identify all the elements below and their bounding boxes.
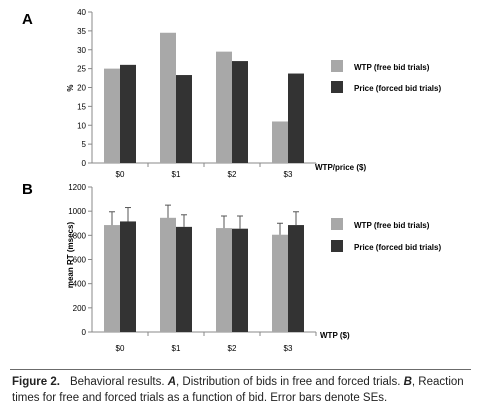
panel-a-bar-free (216, 51, 232, 164)
panel-a-legend-swatch-free (331, 60, 343, 72)
caption-part-5: , Reaction times for free and forced tri… (12, 376, 464, 404)
panel-b-bar-free (160, 217, 176, 332)
panel-a-y-tick-label: 40 (77, 8, 86, 17)
panel-a-bar-forced (288, 73, 304, 163)
panel-b-bar-forced (176, 226, 192, 332)
caption-part-3: , Distribution of bids in free and force… (176, 376, 404, 388)
panel-a-ticks: 0 5 10 15 20 25 30 35 40 $0 $1 $2 $3 (77, 8, 317, 179)
panel-b-ticks: 0 200 400 600 800 1000 1200 $0 $1 $2 $3 (68, 183, 317, 353)
panel-b-y-tick-label: 400 (73, 280, 87, 289)
panel-a-bar-free (160, 32, 176, 164)
panel-b-bar-free (272, 234, 288, 332)
panel-a-bar-forced (176, 75, 192, 163)
panel-b-y-axis-label: mean RT (msecs) (66, 222, 75, 289)
caption-part-panel-b: B (403, 376, 412, 388)
panel-b-bar-free (216, 228, 232, 332)
panel-a-bar-forced (120, 64, 136, 163)
panel-b-legend-swatch-forced (331, 240, 343, 252)
panel-a-y-tick-label: 30 (77, 46, 86, 55)
caption-text: Behavioral results. A, Distribution of b… (12, 376, 464, 404)
panel-a-x-tick-label: $3 (284, 170, 293, 179)
panel-a-y-tick-label: 15 (77, 102, 86, 111)
panel-b-bar-forced (288, 225, 304, 332)
panel-a-y-tick-label: 20 (77, 84, 86, 93)
caption-part-1: Behavioral results. (69, 376, 168, 388)
panel-b-y-tick-label: 1000 (68, 207, 86, 216)
panel-b-letter: B (22, 181, 33, 198)
panel-a-legend-swatch-forced (331, 81, 343, 93)
panel-a-bar-free (104, 68, 120, 163)
panel-b-y-tick-label: 800 (73, 231, 87, 240)
panel-a-x-tick-label: $0 (116, 170, 125, 179)
panel-a-y-tick-label: 0 (82, 159, 87, 168)
panel-a-y-tick-label: 10 (77, 121, 86, 130)
panel-b-bar-forced (120, 221, 136, 332)
panel-b-x-axis-label: WTP ($) (320, 331, 350, 340)
panel-b-bar-forced (232, 228, 248, 332)
figure-caption: Figure 2. Behavioral results. A, Distribu… (12, 374, 474, 406)
panel-a-x-axis-label: WTP/price ($) (315, 163, 366, 172)
panel-b-legend-swatch-free (331, 218, 343, 230)
panel-a-y-tick-label: 35 (77, 27, 86, 36)
panel-a-chart: A 0 5 10 15 20 25 30 35 40 $0 $1 $2 $3 % WTP/price (… (22, 8, 441, 179)
panel-b-x-tick-label: $3 (284, 344, 293, 353)
panel-b-x-tick-label: $2 (228, 344, 237, 353)
panel-b-legend-label-forced: Price (forced bid trials) (354, 243, 441, 252)
panel-a-bar-free (272, 121, 288, 163)
panel-a-y-tick-label: 5 (82, 140, 87, 149)
panel-b-y-tick-label: 0 (82, 328, 87, 337)
caption-part-panel-a: A (167, 376, 177, 388)
panel-b-legend-label-free: WTP (free bid trials) (354, 221, 430, 230)
panel-b-error-bars (109, 204, 299, 235)
panel-a-x-tick-label: $1 (172, 170, 181, 179)
figure-canvas: A 0 5 10 15 20 25 30 35 40 $0 $1 $2 $3 % WTP/price (… (22, 8, 441, 353)
panel-a-bars (104, 32, 304, 164)
panel-a-legend: WTP (free bid trials) Price (forced bid … (331, 60, 441, 93)
panel-b-bars (104, 217, 304, 332)
panel-b-y-tick-label: 200 (73, 304, 87, 313)
panel-b-legend: WTP (free bid trials) Price (forced bid … (331, 218, 441, 252)
panel-b-chart: B 0 200 400 600 800 1000 1200 $0 $1 $2 $3 mean RT … (22, 181, 441, 353)
panel-a-y-axis-label: % (66, 84, 75, 91)
panel-b-bar-free (104, 225, 120, 332)
panel-b-x-tick-label: $1 (172, 344, 181, 353)
panel-b-y-tick-label: 1200 (68, 183, 86, 192)
panel-a-y-tick-label: 25 (77, 65, 86, 74)
panel-a-legend-label-free: WTP (free bid trials) (354, 63, 430, 72)
caption-divider (10, 369, 471, 370)
panel-b-x-tick-label: $0 (116, 344, 125, 353)
panel-a-bar-forced (232, 61, 248, 164)
panel-a-legend-label-forced: Price (forced bid trials) (354, 84, 441, 93)
panel-b-y-tick-label: 600 (73, 256, 87, 265)
caption-label: Figure 2. (12, 376, 60, 388)
panel-a-letter: A (22, 11, 33, 28)
panel-a-x-tick-label: $2 (228, 170, 237, 179)
